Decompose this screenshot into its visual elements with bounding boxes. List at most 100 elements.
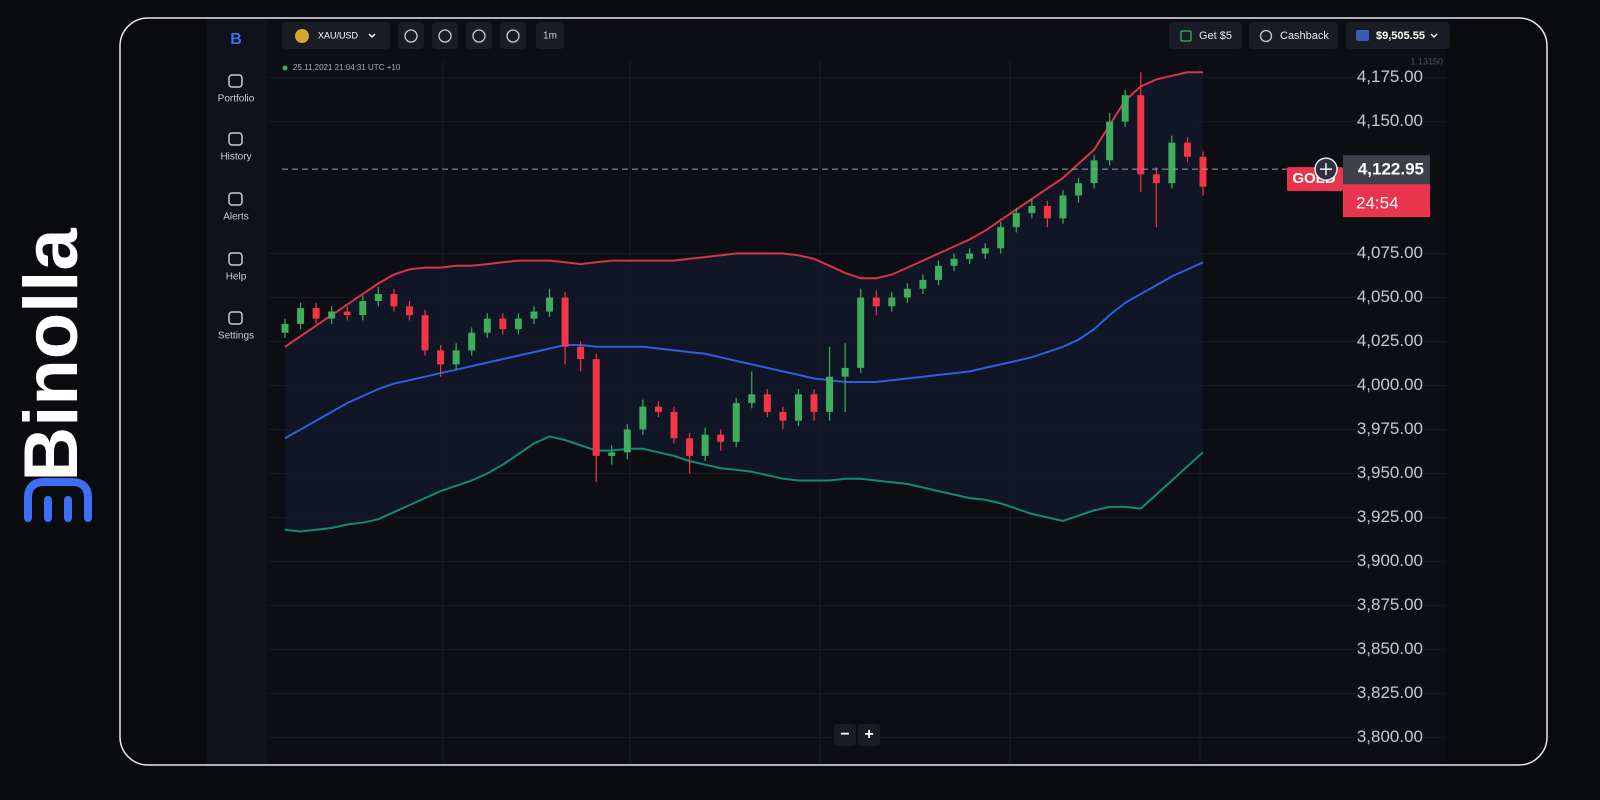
y-tick-label: 3,975.00 [1357, 419, 1423, 438]
sidebar-icon [228, 132, 243, 146]
bonus-icon [1180, 30, 1192, 42]
timeframe-button[interactable] [536, 22, 564, 49]
app-logo: B [230, 31, 242, 48]
y-tick-label: 4,175.00 [1357, 67, 1423, 86]
band-line [284, 71, 1203, 348]
y-tick-label: 4,050.00 [1357, 287, 1423, 306]
sidebar-items: Portfolio History Alerts Help Settings [218, 74, 255, 342]
timer: 24:54 [1356, 194, 1399, 213]
sidebar-item[interactable]: Help [226, 252, 247, 283]
candle-body [779, 411, 787, 421]
candle-body [966, 253, 974, 259]
candle-body [981, 248, 989, 254]
sidebar-item[interactable]: History [220, 132, 252, 163]
price-tag [1343, 155, 1430, 185]
candle-body [1106, 121, 1114, 161]
candle-body [390, 294, 398, 307]
y-tick-label: 3,850.00 [1357, 639, 1423, 658]
candle-body [1137, 95, 1145, 175]
candle-body [748, 394, 756, 404]
tool-icon [506, 29, 520, 43]
candle-body [1028, 206, 1036, 214]
cashback-button[interactable] [1249, 22, 1338, 49]
candle-body [437, 350, 445, 365]
candle-body [592, 359, 600, 456]
candle-body [794, 394, 802, 421]
chevron [1430, 33, 1438, 38]
brand: Binolla [9, 228, 94, 482]
add-alert-plus [1320, 163, 1332, 176]
timestamp: 25.11.2021 21:04:31 UTC +10 [293, 63, 401, 72]
sidebar-item[interactable]: Portfolio [218, 74, 255, 105]
cashback-icon [1259, 29, 1273, 43]
candle-body [1183, 142, 1191, 157]
pair-flag [295, 29, 309, 43]
sidebar-item[interactable]: Settings [218, 311, 254, 342]
y-tick-label: 4,150.00 [1357, 111, 1423, 130]
candle-body [328, 311, 336, 319]
y-tick-label: 3,925.00 [1357, 507, 1423, 526]
candle-body [297, 308, 305, 324]
bonus-button[interactable] [1169, 22, 1242, 49]
candle-body [483, 318, 491, 333]
chart: 3,800.00 3,825.00 3,850.00 3,875.00 3,900.00… [268, 56, 1446, 764]
candle-body [452, 350, 460, 365]
candle-body [1152, 174, 1160, 184]
candle-body [919, 279, 927, 289]
candle-body [950, 258, 958, 266]
candle-body [374, 294, 382, 302]
y-tick-label: 4,075.00 [1357, 243, 1423, 262]
candle-body [359, 301, 367, 316]
band-line [284, 261, 1204, 440]
tool-button[interactable] [398, 22, 424, 49]
candle-body [623, 429, 631, 453]
zoom-label: + [864, 726, 873, 743]
candle-body [888, 297, 896, 307]
sidebar-icon [228, 192, 243, 206]
pair-selector[interactable] [282, 22, 390, 49]
candle-body [1121, 95, 1129, 122]
y-tick-label: 3,950.00 [1357, 463, 1423, 482]
y-tick-label: 3,875.00 [1357, 595, 1423, 614]
candle-body [1012, 213, 1020, 228]
zoom-button[interactable] [858, 724, 880, 746]
candle-body [499, 318, 507, 330]
y-tick-label: 3,825.00 [1357, 683, 1423, 702]
candle-body [857, 297, 865, 368]
candle-body [670, 411, 678, 439]
balance: $9,505.55 [1376, 30, 1425, 42]
candle-body [608, 452, 616, 456]
price-tag-label: 4,122.95 [1358, 160, 1424, 179]
candle-body [1059, 195, 1067, 219]
y-tick-label: 3,900.00 [1357, 551, 1423, 570]
tool-button[interactable] [466, 22, 492, 49]
sidebar-label: Settings [218, 331, 254, 342]
candle-body [997, 227, 1005, 249]
tool-button[interactable] [500, 22, 526, 49]
balance-button[interactable] [1346, 22, 1450, 49]
candle-body [717, 434, 725, 442]
candle-body [872, 297, 880, 307]
balance-flag [1356, 30, 1369, 41]
candle-body [934, 265, 942, 280]
candle-body [654, 406, 662, 412]
sidebar-icon [228, 74, 243, 88]
candle-body [546, 297, 554, 312]
sidebar-item[interactable]: Alerts [223, 192, 249, 223]
zoom-button[interactable] [834, 724, 856, 746]
timeframe: 1m [543, 31, 557, 42]
candle-body [281, 323, 289, 333]
candle-body [1090, 160, 1098, 184]
candle-body [1075, 183, 1083, 196]
pair: XAU/USD [318, 30, 359, 40]
tool-button[interactable] [432, 22, 458, 49]
tool-icon [404, 29, 418, 43]
band-area [285, 72, 1203, 532]
candle-body [763, 394, 771, 412]
candle-body [577, 346, 585, 360]
band-line [284, 435, 1204, 533]
sidebar-label: History [220, 152, 251, 163]
candle-body [530, 311, 538, 319]
